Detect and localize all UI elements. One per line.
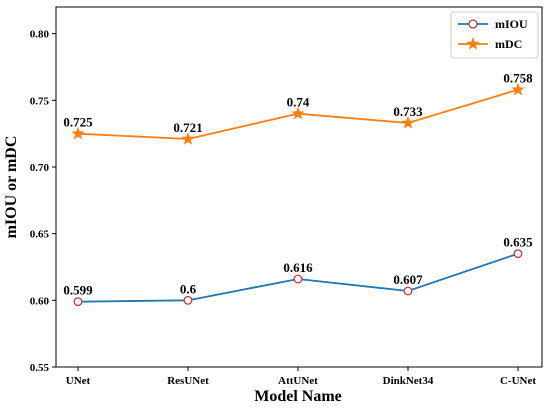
y-tick-label: 0.65 xyxy=(30,229,50,241)
series-mDC-point xyxy=(71,126,85,140)
x-tick-label: DinkNet34 xyxy=(383,375,434,387)
data-label: 0.616 xyxy=(283,260,313,275)
data-label: 0.721 xyxy=(173,120,202,135)
series-mIOU-point xyxy=(293,274,303,284)
series-mIOU-point xyxy=(513,249,523,259)
x-axis-title: Model Name xyxy=(254,388,342,405)
legend-mDC-marker xyxy=(466,37,480,50)
legend: mIOU mDC xyxy=(450,11,539,59)
y-tick-label: 0.80 xyxy=(30,29,50,41)
series-mIOU-point xyxy=(73,297,83,307)
legend-mDC-label: mDC xyxy=(495,37,522,51)
legend-mIOU-label: mIOU xyxy=(495,17,528,31)
y-axis-title: mIOU or mDC xyxy=(3,136,20,239)
series-mDC-point xyxy=(291,106,305,120)
series-mDC-point xyxy=(181,132,195,145)
x-tick-label: C-UNet xyxy=(500,375,536,387)
x-tick-label: AttUNet xyxy=(278,375,318,387)
data-label: 0.635 xyxy=(503,235,533,250)
data-label: 0.74 xyxy=(287,95,310,110)
x-tick-label: UNet xyxy=(66,375,91,387)
plot-frame xyxy=(55,6,543,368)
x-tick-label: ResUNet xyxy=(167,375,209,387)
y-tick-label: 0.60 xyxy=(30,295,50,307)
y-tick-label: 0.70 xyxy=(30,162,50,174)
series-mDC-point xyxy=(401,116,415,129)
legend-mIOU-marker xyxy=(468,19,478,29)
series-mIOU-point xyxy=(403,286,413,296)
data-label: 0.599 xyxy=(63,283,93,298)
data-label: 0.6 xyxy=(180,281,197,296)
y-tick-label: 0.55 xyxy=(30,362,50,374)
series-mDC-point xyxy=(511,82,525,96)
series-mIOU-point xyxy=(183,295,193,305)
data-label: 0.725 xyxy=(63,115,93,130)
data-label: 0.607 xyxy=(393,272,423,287)
data-label: 0.758 xyxy=(503,71,533,86)
data-label: 0.733 xyxy=(393,104,423,119)
y-tick-label: 0.75 xyxy=(30,95,50,107)
